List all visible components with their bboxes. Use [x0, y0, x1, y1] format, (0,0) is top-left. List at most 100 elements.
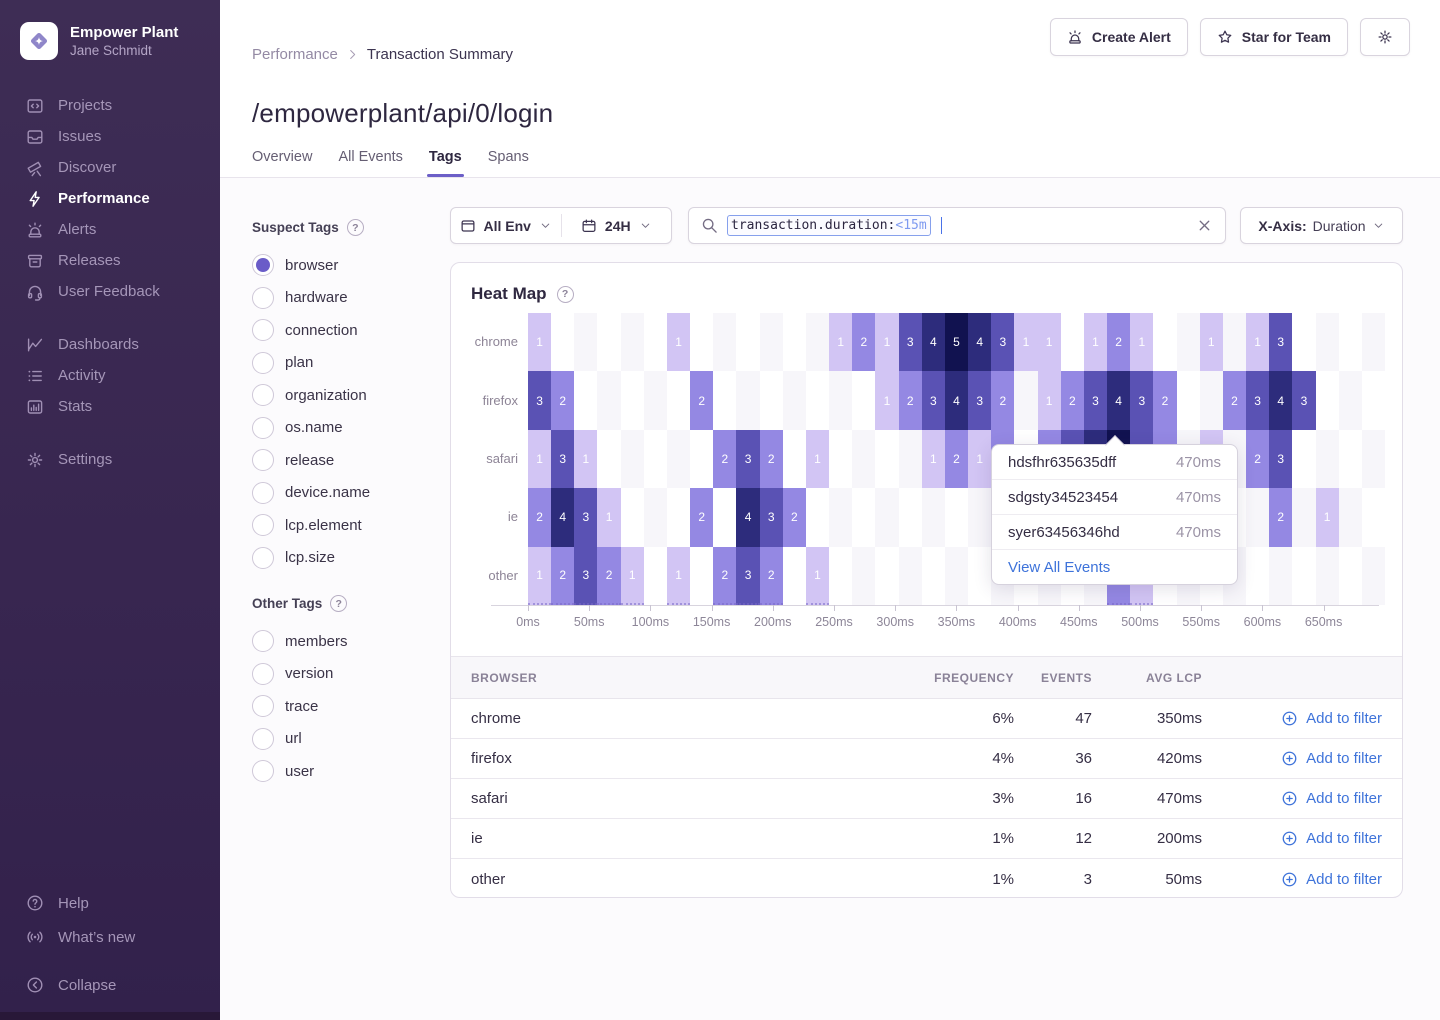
help-circle-icon[interactable]: ?	[346, 219, 364, 236]
heatmap-cell-chrome-6[interactable]: 1	[666, 313, 691, 372]
tag-radio-url[interactable]: url	[252, 723, 432, 756]
heatmap-cell-firefox-23[interactable]: 2	[1060, 371, 1084, 430]
sidebar-item-releases[interactable]: Releases	[0, 245, 220, 276]
add-to-filter-link[interactable]: Add to filter	[1202, 871, 1382, 888]
heatmap-cell-firefox-7[interactable]: 2	[690, 371, 714, 430]
heatmap-cell-ie-7[interactable]: 2	[690, 488, 714, 547]
sidebar-item-user-feedback[interactable]: User Feedback	[0, 276, 220, 307]
tag-radio-version[interactable]: version	[252, 658, 432, 691]
heatmap-cell-safari-0[interactable]: 1	[528, 429, 552, 489]
tag-radio-user[interactable]: user	[252, 755, 432, 788]
tooltip-event-row[interactable]: hdsfhr635635dff 470ms	[992, 445, 1237, 480]
x-axis-dropdown[interactable]: X-Axis: Duration	[1240, 207, 1403, 244]
heatmap-cell-other-9[interactable]: 3	[736, 546, 760, 605]
heatmap-cell-firefox-27[interactable]: 2	[1153, 371, 1177, 430]
tag-radio-release[interactable]: release	[252, 444, 432, 477]
radio-button[interactable]	[252, 546, 274, 569]
heatmap-cell-ie-10[interactable]: 3	[759, 488, 783, 547]
view-all-events-link[interactable]: View All Events	[1008, 558, 1111, 576]
sidebar-item-performance[interactable]: Performance	[0, 183, 220, 214]
tag-radio-plan[interactable]: plan	[252, 347, 432, 380]
heatmap-cell-chrome-25[interactable]: 2	[1107, 313, 1131, 372]
tab-tags[interactable]: Tags	[426, 149, 464, 177]
heatmap-cell-firefox-22[interactable]: 1	[1037, 371, 1061, 430]
tooltip-event-row[interactable]: syer63456346hd 470ms	[992, 515, 1237, 550]
heatmap-cell-chrome-19[interactable]: 4	[968, 313, 992, 372]
environment-dropdown[interactable]: All Env	[451, 208, 561, 243]
heatmap-cell-safari-2[interactable]: 1	[574, 429, 598, 489]
tab-overview[interactable]: Overview	[252, 149, 313, 165]
search-input[interactable]: transaction.duration: <15m	[688, 207, 1226, 244]
heatmap-cell-other-8[interactable]: 2	[713, 546, 737, 605]
heatmap-cell-chrome-21[interactable]: 1	[1014, 313, 1038, 372]
add-to-filter-link[interactable]: Add to filter	[1202, 710, 1382, 727]
heatmap-cell-chrome-29[interactable]: 1	[1199, 313, 1223, 372]
settings-button[interactable]	[1360, 18, 1410, 56]
sidebar-item-stats[interactable]: Stats	[0, 391, 220, 422]
heatmap-cell-firefox-15[interactable]: 1	[875, 371, 899, 430]
heatmap-cell-firefox-24[interactable]: 3	[1083, 371, 1108, 430]
heatmap-cell-other-0[interactable]: 1	[528, 546, 552, 605]
heatmap-cell-chrome-26[interactable]: 1	[1130, 313, 1154, 372]
heatmap-cell-firefox-19[interactable]: 3	[968, 371, 992, 430]
heatmap-cell-firefox-32[interactable]: 4	[1269, 371, 1293, 430]
heatmap-cell-ie-9[interactable]: 4	[736, 488, 760, 547]
heatmap-cell-safari-1[interactable]: 3	[551, 429, 575, 489]
tag-radio-hardware[interactable]: hardware	[252, 282, 432, 315]
heatmap-cell-safari-8[interactable]: 2	[713, 429, 737, 489]
heatmap-cell-safari-10[interactable]: 2	[759, 429, 783, 489]
add-to-filter-link[interactable]: Add to filter	[1202, 790, 1382, 807]
radio-button[interactable]	[252, 727, 274, 750]
radio-button[interactable]	[252, 286, 274, 309]
heatmap-cell-safari-9[interactable]: 3	[736, 429, 760, 489]
star-for-team-button[interactable]: Star for Team	[1199, 18, 1348, 56]
heatmap-cell-firefox-16[interactable]: 2	[898, 371, 922, 430]
sidebar-item-discover[interactable]: Discover	[0, 152, 220, 183]
radio-button[interactable]	[252, 514, 274, 537]
tag-radio-organization[interactable]: organization	[252, 379, 432, 412]
heatmap-cell-safari-19[interactable]: 1	[968, 429, 992, 489]
heatmap-cell-firefox-20[interactable]: 2	[991, 371, 1015, 430]
heatmap-cell-ie-1[interactable]: 4	[551, 488, 575, 547]
sidebar-item-what-s-new[interactable]: What’s new	[0, 920, 220, 954]
sidebar-item-activity[interactable]: Activity	[0, 360, 220, 391]
sidebar-item-issues[interactable]: Issues	[0, 121, 220, 152]
add-to-filter-link[interactable]: Add to filter	[1202, 750, 1382, 767]
sidebar-item-alerts[interactable]: Alerts	[0, 214, 220, 245]
heatmap-cell-other-6[interactable]: 1	[666, 546, 691, 605]
tag-radio-lcp-size[interactable]: lcp.size	[252, 542, 432, 575]
tag-radio-os-name[interactable]: os.name	[252, 412, 432, 445]
heatmap-cell-other-3[interactable]: 2	[597, 546, 621, 605]
heatmap-cell-ie-3[interactable]: 1	[597, 488, 621, 547]
create-alert-button[interactable]: Create Alert	[1049, 18, 1188, 56]
tag-radio-members[interactable]: members	[252, 625, 432, 658]
tooltip-event-row[interactable]: sdgsty34523454 470ms	[992, 480, 1237, 515]
heatmap-cell-other-12[interactable]: 1	[805, 546, 830, 605]
heatmap-cell-firefox-33[interactable]: 3	[1292, 371, 1316, 430]
sidebar-item-collapse[interactable]: Collapse	[0, 968, 220, 1002]
help-circle-icon[interactable]: ?	[330, 595, 348, 612]
breadcrumb-performance[interactable]: Performance	[252, 46, 338, 63]
tag-radio-lcp-element[interactable]: lcp.element	[252, 509, 432, 542]
heatmap-cell-chrome-15[interactable]: 1	[875, 313, 899, 372]
heatmap-cell-chrome-18[interactable]: 5	[944, 313, 969, 372]
radio-button[interactable]	[252, 319, 274, 342]
heatmap-cell-chrome-17[interactable]: 4	[921, 313, 945, 372]
heatmap-cell-chrome-32[interactable]: 3	[1269, 313, 1293, 372]
radio-button[interactable]	[252, 662, 274, 685]
radio-button[interactable]	[252, 384, 274, 407]
radio-button[interactable]	[252, 351, 274, 374]
org-switcher[interactable]: Empower Plant Jane Schmidt	[0, 0, 220, 60]
heatmap-cell-other-2[interactable]: 3	[574, 546, 598, 605]
heatmap-cell-chrome-0[interactable]: 1	[528, 313, 552, 372]
heatmap-cell-firefox-0[interactable]: 3	[528, 371, 552, 430]
radio-button[interactable]	[252, 416, 274, 439]
heatmap-cell-chrome-14[interactable]: 2	[852, 313, 876, 372]
heatmap-cell-other-10[interactable]: 2	[759, 546, 783, 605]
heatmap-cell-ie-2[interactable]: 3	[574, 488, 598, 547]
tag-radio-browser[interactable]: browser	[252, 249, 432, 282]
time-range-dropdown[interactable]: 24H	[562, 208, 672, 243]
heatmap-cell-firefox-26[interactable]: 3	[1130, 371, 1154, 430]
radio-button[interactable]	[252, 254, 274, 277]
tab-all-events[interactable]: All Events	[338, 149, 403, 165]
